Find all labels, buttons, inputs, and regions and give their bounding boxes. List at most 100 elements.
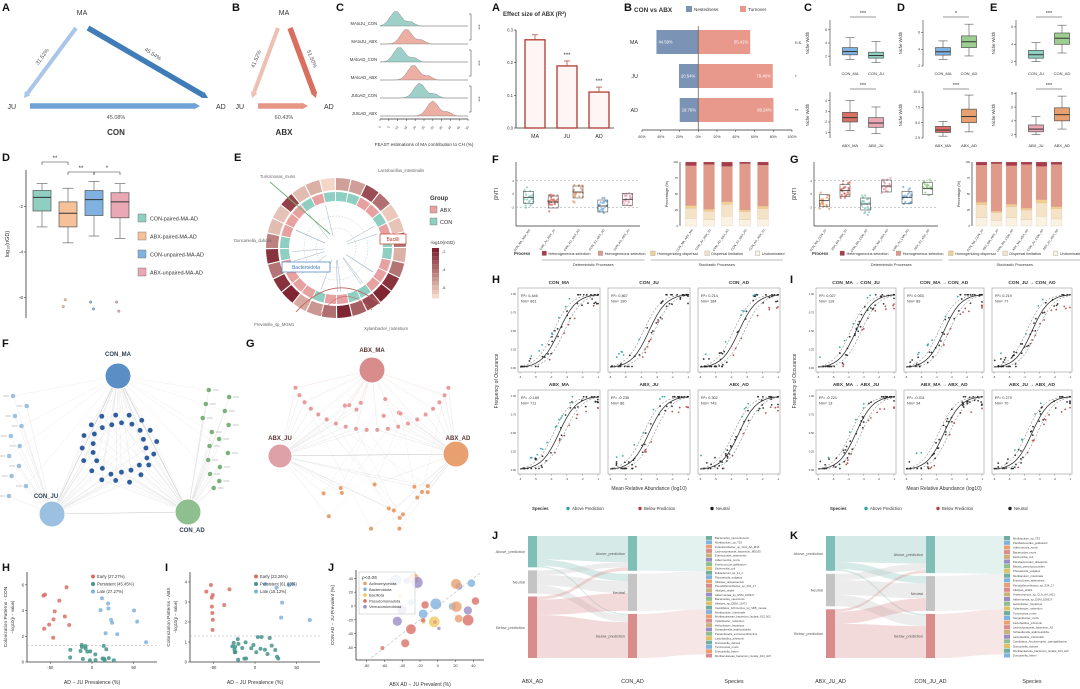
r2-value: R²= 0.027	[819, 294, 836, 298]
x-tick: -5	[1008, 477, 1011, 481]
y-tick: 5.0	[915, 121, 920, 125]
panel-letter: B	[232, 2, 240, 14]
y-tick: 0.00	[809, 468, 815, 472]
sig-star: **	[53, 156, 58, 162]
legend-item: Undominated	[762, 252, 785, 256]
x-tick: -1	[1069, 477, 1072, 481]
panel-letter: J	[328, 562, 335, 574]
y-tick: 100	[965, 160, 970, 164]
ridge-category: JUtoAD_CON	[351, 93, 377, 98]
hub-label: CON_AD	[179, 528, 205, 534]
x-tick: 0	[254, 665, 257, 670]
x-tick: CON_AD_ABX_AD	[712, 228, 731, 252]
x-tick: ABX_JU	[868, 143, 883, 148]
y-tick: 6	[918, 31, 920, 35]
panel-niche-width-ma-ad: D Niche Width 2 4 6 CON_MA CON_AD * Niche Width 2…	[895, 0, 988, 152]
species-label: Lactobacillus_intestinalis	[1013, 635, 1044, 639]
species-label: Muribaculum_intestinale	[715, 610, 746, 614]
group-label: ABX	[276, 128, 294, 137]
species-label: Blautia_pseudococcoides	[1013, 565, 1045, 569]
x-tick: 40	[447, 125, 452, 130]
process-group-label: Deterministic Processes	[573, 263, 614, 267]
x-tick: -6	[609, 477, 612, 481]
legend-item: Late (15.12%)	[260, 589, 287, 594]
y-tick: 0.0	[507, 126, 513, 131]
species-label: Muribaculaceae_bacterium_Isolate_013_NCI	[715, 615, 771, 619]
hub-label: CON_MA	[105, 352, 132, 358]
panel-letter: C	[336, 2, 344, 14]
panel-neutral-model-transitions: I CON_MA → CON_JU R²= 0.027 Nm= 119 -6 -5 -4 -3…	[788, 272, 1080, 528]
y-tick: 100	[673, 160, 678, 164]
r2-value: R²= 0.214	[701, 294, 718, 298]
nm-value: Nm= 119	[819, 300, 834, 304]
y-axis-label: Frequency of Occurance	[494, 353, 500, 408]
y-tick: 2	[22, 634, 25, 639]
y-tick: 0.2	[507, 60, 513, 65]
panel-letter: I	[790, 274, 794, 286]
legend-item: Bacillota	[369, 593, 385, 598]
y-axis-label: βNTI	[494, 188, 500, 200]
chart-title: CON vs ABX	[634, 7, 673, 14]
x-tick: 50	[465, 125, 470, 130]
x-tick: -2	[878, 477, 881, 481]
x-tick: -2	[671, 477, 674, 481]
x-tick: -4	[730, 375, 733, 379]
x-tick: ABX_AD	[1054, 143, 1070, 148]
species-label: Akkermansia_sp_DSM_106917	[715, 593, 755, 597]
sig-star: ***	[563, 53, 571, 59]
panel-neutral-model-within: H CON_MA R²= 0.446 Nm= 661 -6 -5 -4 -3 -2 -1 0.00 0…	[490, 272, 788, 528]
x-tick: -3	[862, 477, 865, 481]
r2-value: R²= -0.235	[611, 396, 629, 400]
sankey-ju-ad-chart: Above_prediction Neutral Below_prediction A…	[794, 536, 1069, 685]
x-tick: CON_JU	[868, 71, 884, 76]
x-tick: -5	[714, 375, 717, 379]
species-label: Parabacteroides_goldsteinii	[1013, 541, 1048, 545]
r2-value: R²= 0.279	[995, 396, 1012, 400]
x-tick: -5	[624, 477, 627, 481]
hub-label: CON_JU	[34, 494, 58, 500]
edge-percent: 41.52%	[250, 49, 263, 69]
x-tick: -6	[699, 477, 702, 481]
sig-label: n.s.	[795, 40, 802, 45]
x-tick: -5	[1008, 375, 1011, 379]
sig-star: ***	[595, 79, 603, 85]
species-label: Lachnospiraceae_bacterium_MD335	[715, 549, 761, 553]
axis-label: ABX_JU_AD	[815, 679, 846, 685]
y-axis-label: Niche Width	[898, 103, 903, 126]
y-axis-label: Niche Width	[991, 31, 996, 54]
axis-label: ABX_AD	[522, 679, 543, 685]
legend-item: Late (27.27%)	[97, 589, 124, 594]
sig-star: *	[106, 166, 109, 172]
x-tick: -5	[534, 375, 537, 379]
y-axis-label: CON AD − JU Prevalent (%)	[330, 585, 336, 646]
segment-value: 19.76%	[682, 108, 696, 113]
x-tick: ABX_MA_ABX_AD	[871, 228, 889, 252]
x-tick: ABX_AD	[961, 143, 977, 148]
x-tick: -4	[1023, 477, 1026, 481]
y-tick: 4	[918, 47, 920, 51]
y-tick: 75	[967, 176, 971, 180]
scale-tick: -4	[442, 268, 445, 272]
y-tick: 4	[1011, 43, 1013, 47]
y-tick: -6	[19, 295, 24, 301]
x-tick: ABX_MA	[842, 143, 859, 148]
ridge-category: MAtoJU_ABX	[351, 39, 377, 44]
nm-value: Nm= 13	[819, 402, 832, 406]
y-tick: 0.75	[809, 413, 815, 417]
y-tick: 3	[825, 109, 827, 113]
node-label: Neutral	[513, 580, 525, 584]
x-tick: -1	[687, 375, 690, 379]
node-ad: AD	[216, 104, 226, 111]
sig-star: ***	[1046, 83, 1053, 89]
x-tick: 15	[403, 125, 408, 130]
axis-label: CON_AD	[621, 679, 644, 685]
y-axis-label: Colonization Patterns - ABX	[166, 587, 172, 647]
species-label: Muribaculum_intestinale	[1013, 574, 1044, 578]
species-label: Duncaniella_dubosii	[715, 641, 740, 645]
legend-item: Persistent (61.63%)	[260, 582, 297, 587]
x-tick: -5	[832, 375, 835, 379]
y-tick: 1.00	[809, 292, 815, 296]
species-label: Parabacteroides_distasonis	[1013, 560, 1048, 564]
legend-title: Species	[532, 506, 549, 511]
x-tick: -6	[699, 375, 702, 379]
